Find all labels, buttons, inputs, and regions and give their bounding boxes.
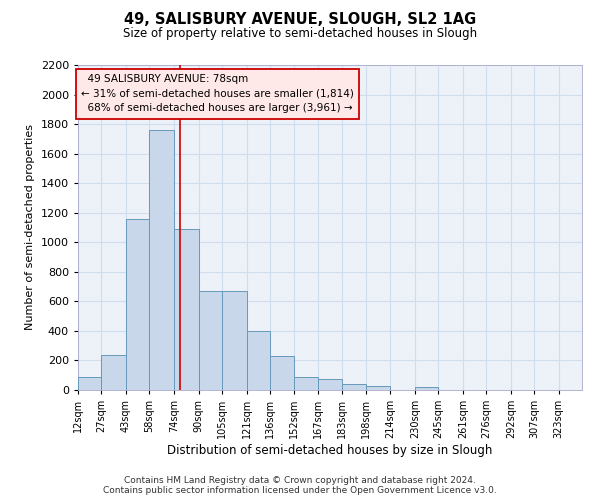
Text: Size of property relative to semi-detached houses in Slough: Size of property relative to semi-detach… (123, 28, 477, 40)
Text: 49 SALISBURY AVENUE: 78sqm
← 31% of semi-detached houses are smaller (1,814)
  6: 49 SALISBURY AVENUE: 78sqm ← 31% of semi… (81, 74, 354, 114)
Bar (222, 291, 247, 390)
Bar (247, 331, 270, 390)
Bar (149, 130, 174, 390)
Text: 49, SALISBURY AVENUE, SLOUGH, SL2 1AG: 49, SALISBURY AVENUE, SLOUGH, SL2 1AG (124, 12, 476, 28)
Bar (78, 376, 101, 390)
Bar (270, 356, 295, 390)
Bar (295, 378, 317, 390)
Bar (415, 387, 438, 390)
Y-axis label: Number of semi-detached properties: Number of semi-detached properties (25, 124, 35, 330)
Bar (101, 354, 126, 390)
Bar (199, 291, 222, 390)
Bar (126, 218, 149, 390)
Text: Contains HM Land Registry data © Crown copyright and database right 2024.
Contai: Contains HM Land Registry data © Crown c… (103, 476, 497, 495)
X-axis label: Distribution of semi-detached houses by size in Slough: Distribution of semi-detached houses by … (167, 444, 493, 457)
Bar (174, 229, 199, 390)
Bar (365, 386, 390, 390)
Bar (343, 384, 365, 390)
Bar (317, 379, 343, 390)
